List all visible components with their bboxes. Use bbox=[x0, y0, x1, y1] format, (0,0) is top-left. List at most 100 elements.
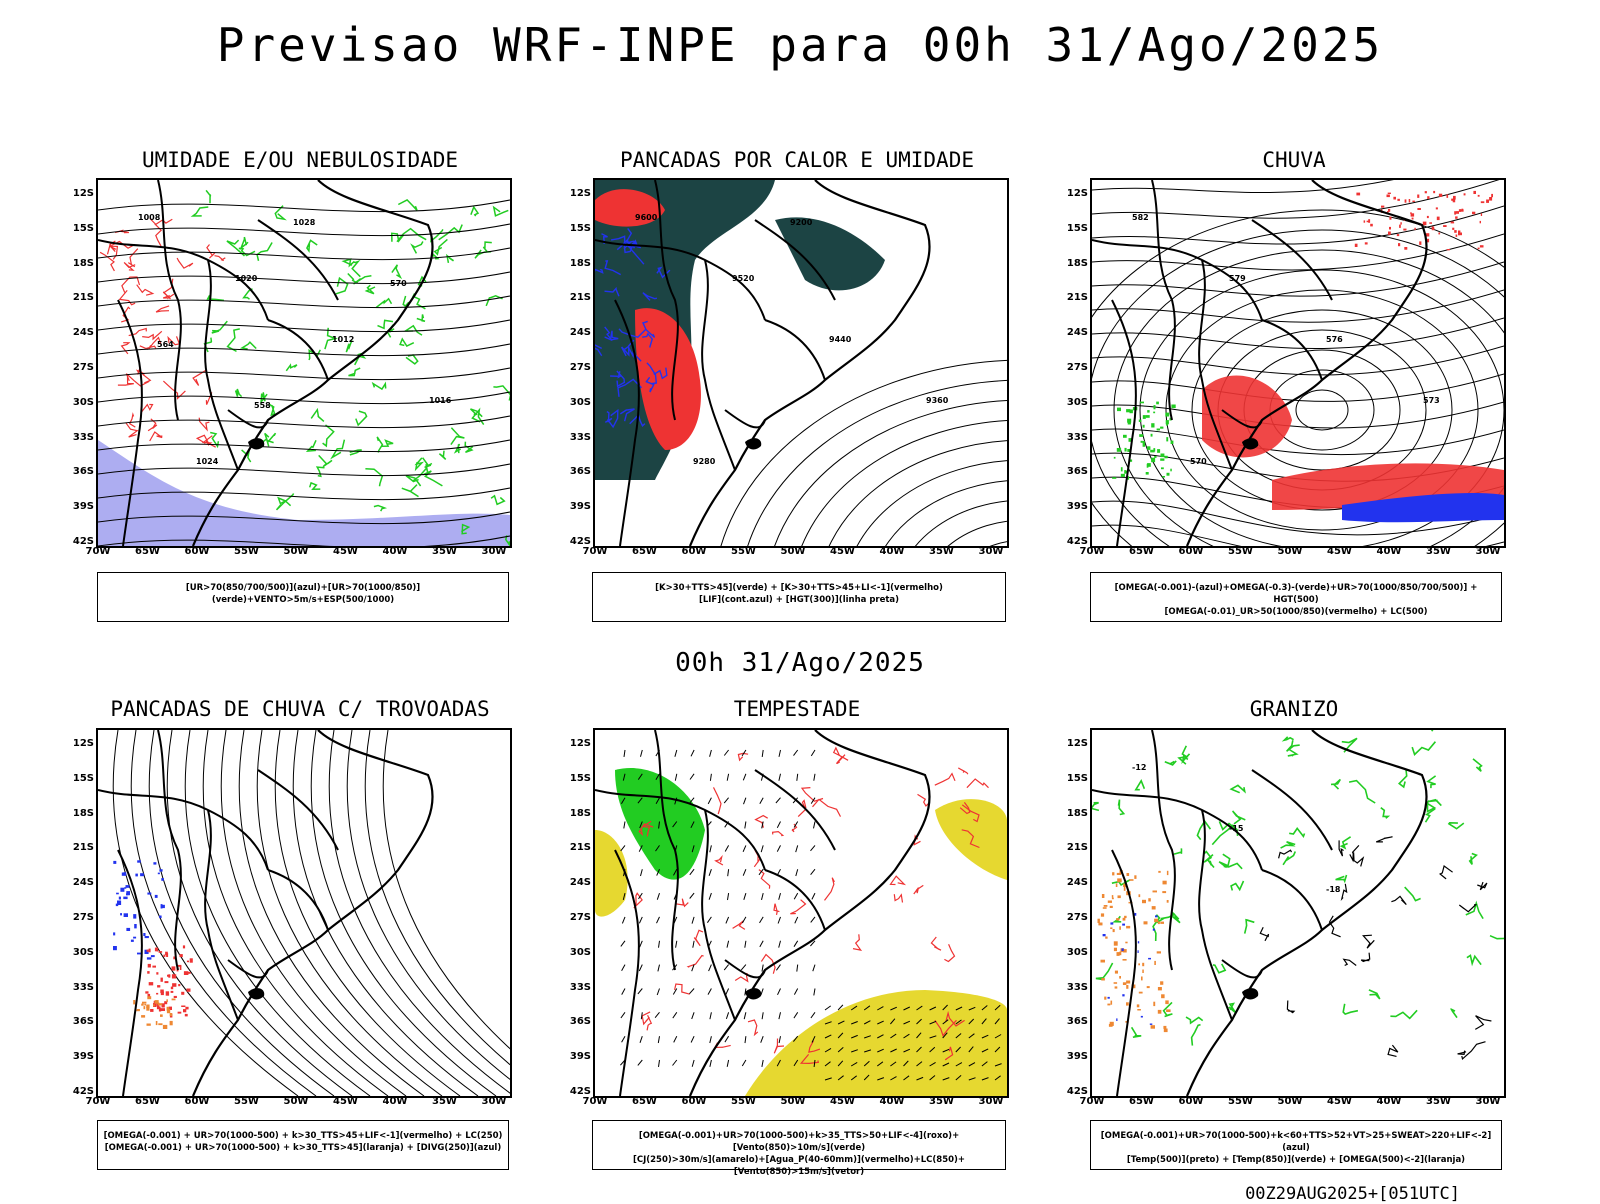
wind-vector bbox=[760, 988, 764, 996]
lon-tick-label: 30W bbox=[1475, 1096, 1501, 1107]
field-pixel bbox=[150, 1009, 154, 1012]
wind-vector bbox=[724, 845, 730, 852]
forecast-map bbox=[96, 728, 512, 1098]
contour-label: 1028 bbox=[293, 218, 316, 227]
lon-tick-label: 40W bbox=[382, 546, 408, 557]
field-contour bbox=[645, 376, 655, 393]
field-pixel bbox=[147, 971, 150, 974]
field-pixel bbox=[1153, 405, 1156, 410]
field-contour bbox=[147, 418, 158, 432]
field-pixel bbox=[1116, 1018, 1118, 1021]
political-border bbox=[1251, 769, 1333, 851]
field-pixel bbox=[157, 985, 161, 988]
field-pixel bbox=[1146, 986, 1150, 989]
isoline bbox=[914, 500, 1007, 546]
political-border bbox=[724, 409, 766, 429]
field-pixel bbox=[186, 960, 189, 963]
wind-vector bbox=[968, 1033, 975, 1039]
field-contour bbox=[1468, 852, 1478, 865]
field-contour bbox=[747, 1019, 759, 1037]
wind-vector bbox=[707, 988, 712, 995]
field-pixel bbox=[1157, 1009, 1162, 1014]
field-pixel bbox=[1429, 222, 1432, 224]
field-pixel bbox=[1124, 915, 1127, 919]
wind-vector bbox=[981, 1077, 989, 1081]
wind-vector bbox=[811, 892, 816, 900]
streamline bbox=[130, 730, 317, 1096]
wind-vector bbox=[837, 1032, 844, 1039]
field-contour bbox=[335, 276, 349, 295]
field-pixel bbox=[1102, 907, 1107, 909]
field-pixel bbox=[1126, 873, 1130, 876]
political-border bbox=[267, 319, 329, 381]
field-pixel bbox=[170, 986, 174, 990]
wind-vector bbox=[981, 1048, 989, 1053]
field-contour bbox=[470, 205, 480, 217]
wind-vector bbox=[743, 1012, 747, 1020]
field-pixel bbox=[1123, 949, 1127, 953]
field-contour bbox=[277, 496, 292, 507]
field-contour bbox=[1335, 874, 1348, 884]
field-contour bbox=[1387, 1044, 1399, 1057]
wind-vector bbox=[942, 1032, 948, 1039]
wind-vector bbox=[761, 964, 764, 972]
field-pixel bbox=[1166, 437, 1169, 442]
wind-vector bbox=[916, 1005, 923, 1011]
field-pixel bbox=[133, 914, 137, 919]
wind-vector bbox=[837, 1020, 845, 1025]
lat-tick-label: 33S bbox=[1066, 431, 1088, 443]
field-contour bbox=[930, 936, 942, 951]
wind-vector bbox=[672, 821, 678, 828]
field-pixel bbox=[1142, 441, 1145, 443]
field-contour bbox=[411, 464, 429, 482]
field-pixel bbox=[1116, 448, 1122, 452]
field-contour bbox=[1152, 914, 1161, 942]
field-pixel bbox=[1160, 458, 1165, 461]
field-pixel bbox=[1124, 447, 1127, 452]
lon-tick-label: 65W bbox=[1129, 1096, 1154, 1107]
lat-tick-label: 42S bbox=[1066, 1086, 1088, 1097]
field-pixel bbox=[148, 982, 154, 986]
field-contour bbox=[1229, 784, 1246, 794]
field-pixel bbox=[1156, 401, 1159, 405]
field-contour bbox=[1375, 836, 1393, 843]
lat-tick-label: 39S bbox=[72, 501, 94, 513]
wind-vector bbox=[793, 892, 799, 900]
lat-tick-label: 36S bbox=[1066, 1016, 1088, 1028]
field-pixel bbox=[120, 913, 122, 916]
field-pixel bbox=[144, 949, 149, 954]
field-pixel bbox=[1107, 996, 1110, 999]
field-contour bbox=[345, 340, 353, 353]
field-pixel bbox=[1438, 193, 1443, 197]
field-pixel bbox=[115, 903, 119, 907]
lat-tick-label: 21S bbox=[569, 292, 591, 304]
field-pixel bbox=[1150, 449, 1155, 453]
field-pixel bbox=[1104, 996, 1107, 1000]
field-contour bbox=[421, 457, 433, 469]
field-pixel bbox=[1153, 411, 1156, 414]
field-contour bbox=[354, 352, 367, 366]
field-pixel bbox=[1436, 216, 1440, 221]
field-pixel bbox=[1143, 921, 1148, 925]
political-border bbox=[1261, 869, 1323, 931]
wind-vector bbox=[942, 1062, 950, 1067]
wind-vector bbox=[810, 797, 816, 804]
wind-vector bbox=[942, 1048, 950, 1053]
wind-vector bbox=[761, 1059, 764, 1067]
wind-vector bbox=[778, 1036, 781, 1044]
field-contour bbox=[1489, 934, 1504, 940]
field-contour bbox=[1278, 849, 1293, 859]
field-contour bbox=[799, 1054, 820, 1065]
field-pixel bbox=[1112, 929, 1115, 933]
contour-label: 579 bbox=[1229, 274, 1246, 283]
wind-vector bbox=[929, 1046, 936, 1053]
field-pixel bbox=[1109, 905, 1113, 908]
wind-vector bbox=[656, 868, 660, 876]
field-contour bbox=[504, 535, 510, 546]
field-pixel bbox=[169, 1020, 173, 1026]
lat-tick-label: 30S bbox=[72, 396, 94, 408]
wind-vector bbox=[673, 1035, 678, 1043]
panel-title: TEMPESTADE bbox=[733, 697, 861, 721]
wind-vector bbox=[877, 1048, 884, 1053]
field-contour bbox=[595, 268, 604, 274]
